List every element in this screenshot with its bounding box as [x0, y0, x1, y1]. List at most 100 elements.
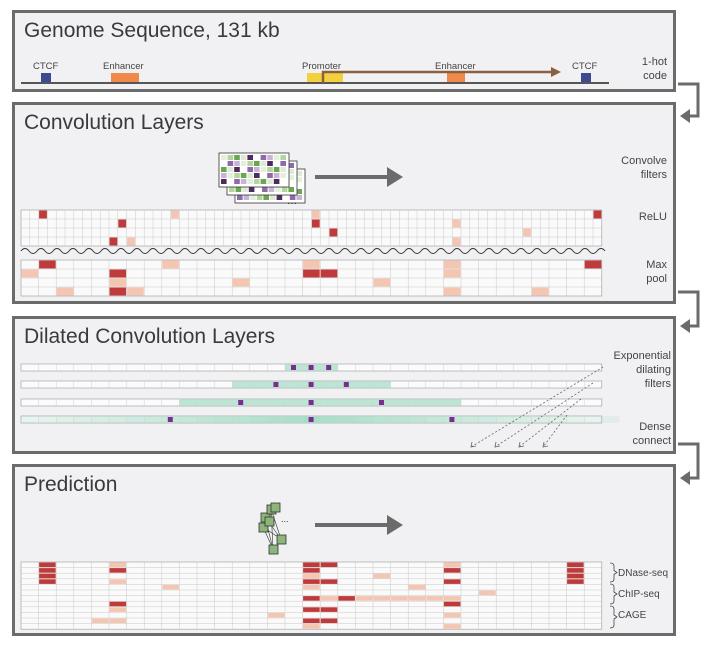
pred-cell — [338, 596, 355, 601]
enhancer-left-label: Enhancer — [103, 61, 144, 72]
dilated-tap — [449, 417, 455, 422]
filter-cell — [243, 195, 250, 200]
pred-cell — [320, 596, 338, 601]
filter-cell — [240, 173, 247, 178]
relu-cell — [311, 219, 320, 228]
filter-cell — [296, 177, 302, 182]
dilated-rows — [20, 363, 620, 424]
filter-cell — [240, 167, 247, 172]
pred-cell — [567, 562, 584, 568]
pred-cell — [408, 584, 426, 590]
pred-cell — [567, 568, 584, 573]
filter-cell — [288, 187, 294, 192]
track-label-chip: ChIP-seq — [618, 589, 660, 600]
dilated-fill — [285, 381, 303, 388]
track-label-dnase: DNase-seq — [618, 568, 669, 579]
filter-cell — [289, 195, 296, 200]
dilated-fill — [285, 399, 303, 406]
layer-separator — [20, 248, 606, 254]
pred-cell — [567, 579, 584, 584]
dilated-fill — [373, 416, 391, 423]
net-node — [276, 534, 287, 545]
dense-connect-arrows — [470, 366, 604, 448]
relu-cell — [452, 237, 461, 246]
convolve-filters-label: Convolve filters — [621, 155, 667, 181]
maxpool-grid — [20, 259, 603, 297]
filter-cell — [260, 167, 267, 172]
filter-cell — [227, 155, 234, 160]
dilated-tap — [273, 382, 279, 387]
pool-cell — [56, 287, 74, 296]
dilated-fill — [249, 381, 268, 388]
relu-cell — [311, 210, 320, 219]
filter-cell — [296, 183, 302, 188]
filter-cell — [268, 187, 275, 192]
filter-cell — [296, 171, 302, 176]
pred-cell — [303, 624, 320, 629]
dilated-fill — [320, 416, 338, 423]
dense-arrow — [518, 398, 582, 448]
dilated-fill — [267, 399, 285, 406]
dilated-fill — [425, 399, 444, 406]
filter-cell — [234, 155, 240, 160]
relu-label: ReLU — [638, 211, 667, 223]
dense-arrowhead — [470, 441, 477, 448]
filter-cell — [256, 195, 263, 200]
dilated-fill — [320, 399, 338, 406]
filter-cell — [221, 155, 227, 160]
filter-cell — [288, 175, 294, 180]
pred-cell — [373, 596, 391, 601]
pred-cell — [109, 562, 127, 568]
dilated-tap — [308, 382, 314, 387]
maxpool-label: Max pool — [646, 259, 667, 285]
track-brace — [609, 562, 618, 583]
dilated-fill — [355, 399, 373, 406]
pred-cell — [443, 601, 461, 607]
genome-sequence-panel: Genome Sequence, 131 kb CTCF Enhancer Pr… — [12, 10, 676, 92]
filter-cell — [254, 173, 260, 178]
filter-cell — [276, 195, 283, 200]
pred-cell — [443, 596, 461, 601]
pred-cell — [39, 573, 56, 579]
connector-2 — [678, 290, 700, 328]
genome-panel-title: Genome Sequence, 131 kb — [24, 19, 280, 42]
pred-cell — [443, 579, 461, 584]
pred-cell — [303, 607, 320, 612]
filter-stack — [218, 152, 306, 204]
pred-cell — [320, 618, 338, 624]
filter-cell — [262, 187, 268, 192]
filter-cell — [221, 173, 227, 178]
dilated-tap — [291, 365, 296, 370]
net-node — [264, 516, 275, 527]
dense-arrow — [470, 366, 604, 448]
dilated-fill — [337, 416, 356, 423]
dilated-fill — [496, 416, 514, 423]
prediction-graphic: ... — [20, 502, 618, 630]
relu-cell — [452, 219, 461, 228]
filter-cell — [247, 167, 253, 172]
filter-cell — [240, 179, 247, 184]
filter-cell — [273, 155, 280, 160]
filter-cell — [248, 187, 255, 192]
pred-cell — [443, 562, 461, 568]
dense-arrow — [542, 414, 568, 448]
dilated-fill — [601, 416, 620, 423]
filter-cell — [263, 195, 269, 200]
net-edge — [270, 508, 274, 550]
one-hot-label: 1-hot code — [641, 56, 667, 82]
pred-cell — [443, 568, 461, 573]
pred-cell — [479, 590, 496, 596]
connector-1 — [678, 82, 700, 118]
pred-cell — [320, 579, 338, 584]
dilated-fill — [531, 416, 549, 423]
exponential-filters-label: Exponential dilating filters — [613, 350, 672, 390]
filter-cell — [280, 155, 286, 160]
dilated-tap — [308, 365, 314, 370]
ctcf-left-mark — [41, 73, 51, 82]
pred-cell — [391, 596, 408, 601]
filter-cell — [267, 173, 273, 178]
dilated-panel-title: Dilated Convolution Layers — [24, 325, 275, 348]
dilated-fill — [144, 416, 162, 423]
filter-cell — [221, 161, 227, 166]
relu-grid — [20, 209, 603, 247]
